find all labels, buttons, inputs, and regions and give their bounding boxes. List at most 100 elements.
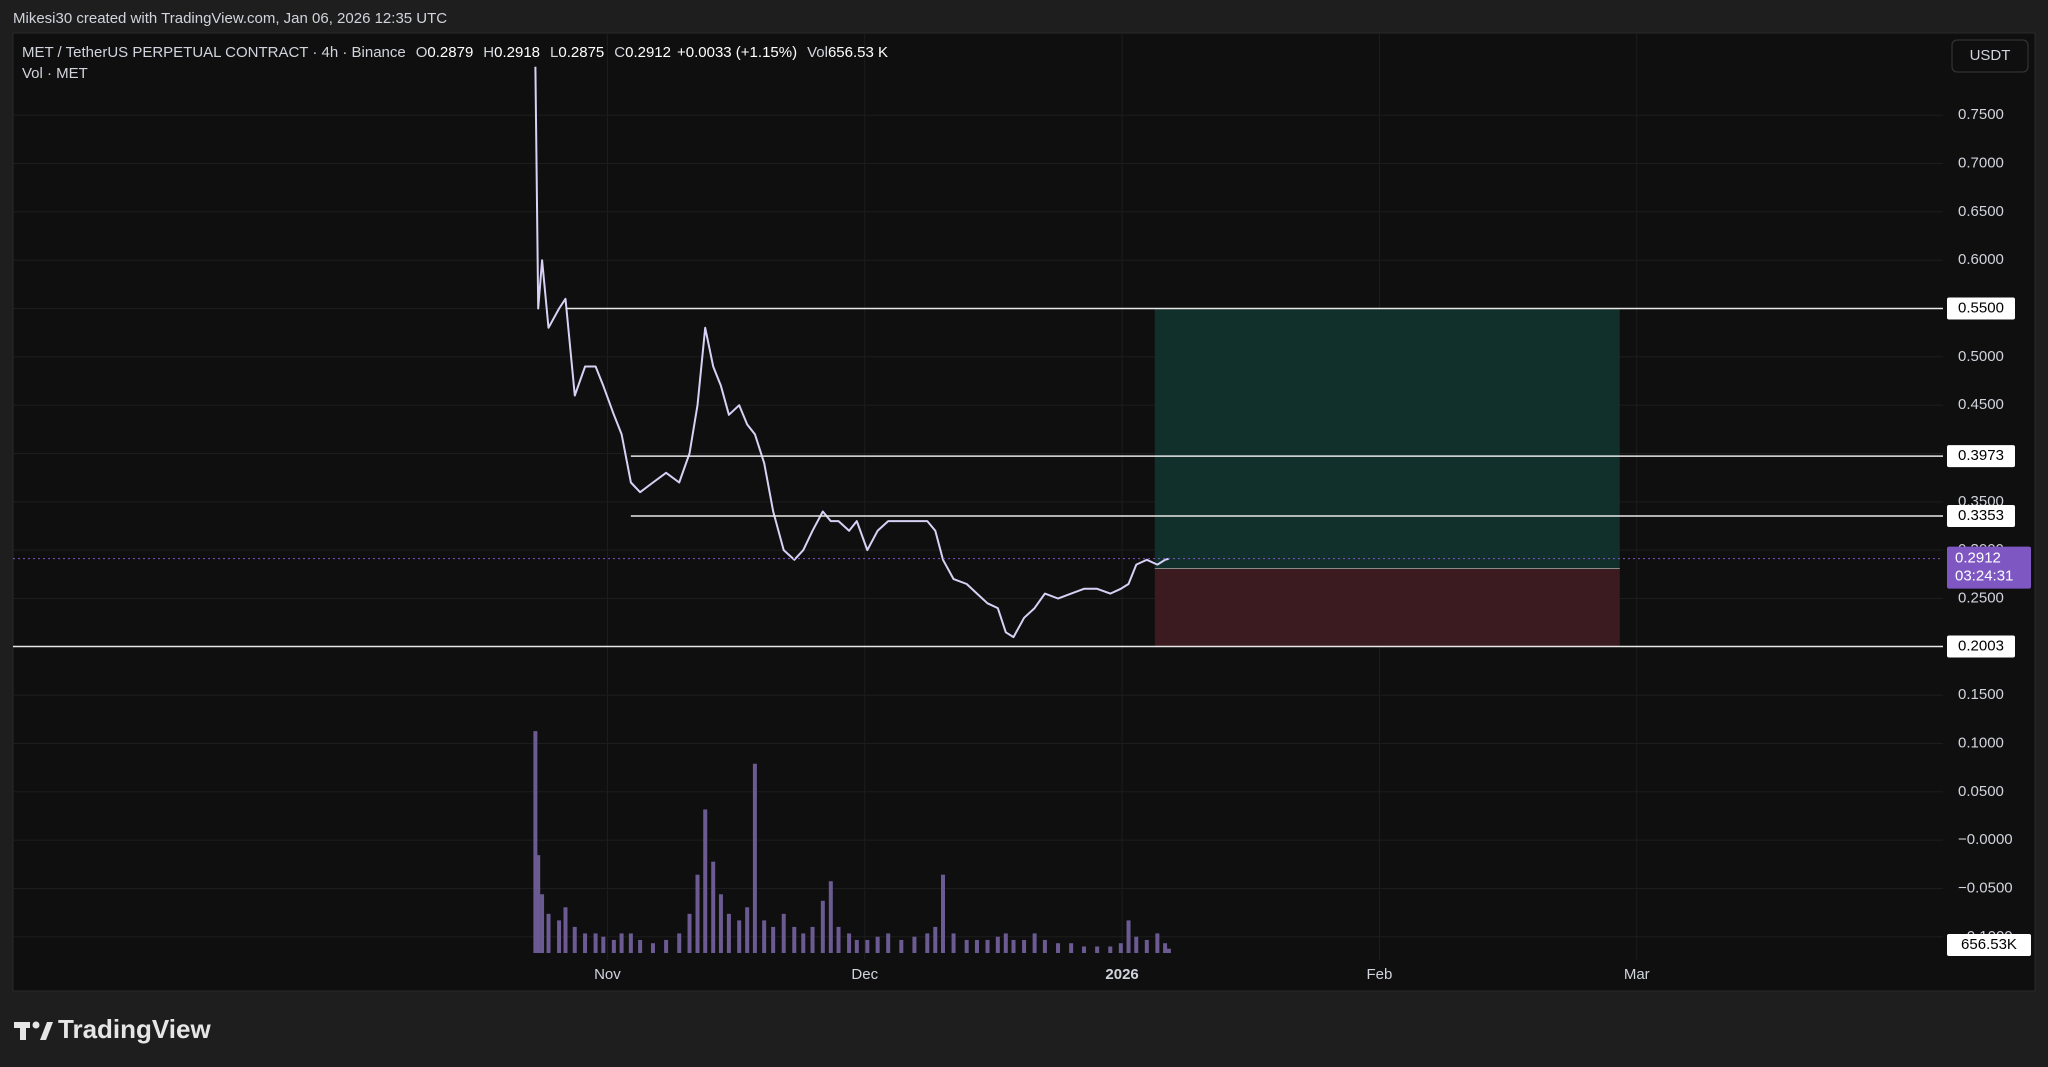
volume-bar xyxy=(745,907,750,953)
legend-item: L xyxy=(550,44,558,61)
volume-bar xyxy=(941,874,946,953)
volume-bar xyxy=(865,939,870,953)
volume-bar xyxy=(726,913,731,953)
volume-bar xyxy=(533,731,538,953)
volume-bar xyxy=(792,926,797,953)
plot xyxy=(533,66,1620,953)
legend-item: 0.2912 xyxy=(625,44,671,61)
volume-bar xyxy=(1032,933,1037,953)
countdown: 03:24:31 xyxy=(1955,568,2013,585)
level-badge xyxy=(1947,297,2015,320)
volume-bar xyxy=(752,763,757,953)
price-badge xyxy=(1947,546,2031,589)
volume-bar xyxy=(611,939,616,953)
volume-bar xyxy=(875,936,880,953)
level-badge xyxy=(1947,505,2015,528)
legend-item: 0.2918 xyxy=(494,44,540,61)
volume-bar xyxy=(687,913,692,953)
x-tick-label: Nov xyxy=(594,966,621,983)
legend-item: C xyxy=(614,44,625,61)
volume-bar xyxy=(638,939,643,953)
y-tick-label: 0.0500 xyxy=(1958,783,2004,800)
volume-bar xyxy=(925,933,930,953)
volume-bar xyxy=(557,920,562,953)
x-tick-label: 2026 xyxy=(1105,966,1138,983)
level-label: 0.2003 xyxy=(1958,637,2004,654)
currency-button xyxy=(1951,39,2029,73)
level-label: 0.5500 xyxy=(1958,299,2004,316)
volume-bar xyxy=(1155,933,1160,953)
currency: USDT xyxy=(1970,47,2011,64)
volume-bar xyxy=(771,926,776,953)
volume-bar xyxy=(886,933,891,953)
volume-bar xyxy=(847,933,852,953)
volume-bar xyxy=(933,926,938,953)
y-tick-label: 0.2500 xyxy=(1958,589,2004,606)
credit: Mikesi30 created with TradingView.com, J… xyxy=(13,10,447,27)
volume-bar xyxy=(540,894,545,953)
volume-bar xyxy=(1082,946,1087,953)
legend-item: 0.2879 xyxy=(427,44,473,61)
x-tick-label: Dec xyxy=(851,966,878,983)
volume-bar xyxy=(1163,943,1168,953)
legend-item: 0.2875 xyxy=(558,44,604,61)
volume-badge xyxy=(1947,934,2031,956)
volume-bar xyxy=(583,933,588,953)
volume-bar xyxy=(985,939,990,953)
volume-bar xyxy=(854,939,859,953)
y-tick-label: 0.6500 xyxy=(1958,203,2004,220)
volume-bar xyxy=(593,933,598,953)
volume-bar xyxy=(1166,948,1171,953)
price-line xyxy=(534,66,1170,639)
level-badge xyxy=(1947,635,2015,658)
level-label: 0.3973 xyxy=(1958,447,2004,464)
volume-bar xyxy=(664,939,669,953)
volume-bar xyxy=(711,861,716,953)
volume-bar xyxy=(737,920,742,953)
volume-bar xyxy=(810,926,815,953)
volume-bar xyxy=(1108,946,1113,953)
logo xyxy=(14,1021,53,1040)
volume-bar xyxy=(762,920,767,953)
y-tick-label: 0.1500 xyxy=(1958,686,2004,703)
y-tick-label: 0.6000 xyxy=(1958,251,2004,268)
volume-bar xyxy=(964,939,969,953)
chart-panel xyxy=(12,32,2036,992)
x-tick-label: Feb xyxy=(1367,966,1393,983)
brand: TradingView xyxy=(58,1014,211,1044)
volume-bar xyxy=(951,933,956,953)
volume-bar xyxy=(619,933,624,953)
y-tick-label: 0.1000 xyxy=(1958,734,2004,751)
volume-bar xyxy=(718,894,723,953)
legend: MET / TetherUS PERPETUAL CONTRACT · 4h ·… xyxy=(22,44,888,61)
y-tick-label: −0.0500 xyxy=(1958,879,2013,896)
loss-zone xyxy=(1154,568,1620,647)
legend-item: +0.0033 (+1.15%) xyxy=(677,44,797,61)
volume-bar xyxy=(1003,933,1008,953)
volume-bar xyxy=(899,939,904,953)
volume-bar xyxy=(1118,943,1123,953)
y-tick-label: 0.5000 xyxy=(1958,348,2004,365)
x-tick-label: Mar xyxy=(1624,966,1650,983)
volume-bar xyxy=(974,939,979,953)
y-tick-label: −0.0000 xyxy=(1958,831,2013,848)
profit-zone xyxy=(1154,308,1620,569)
volume-bar xyxy=(781,913,786,953)
volume-label: 656.53K xyxy=(1961,936,2017,953)
volume-bar xyxy=(836,926,841,953)
legend-item: MET / TetherUS PERPETUAL CONTRACT · 4h ·… xyxy=(22,44,406,61)
y-tick-label: 0.7500 xyxy=(1958,106,2004,123)
level-badge xyxy=(1947,445,2015,468)
volume-bar xyxy=(1144,939,1149,953)
volume-bar xyxy=(572,926,577,953)
volume-bar xyxy=(563,907,568,953)
volume-bar xyxy=(536,855,541,953)
volume-title: Vol · MET xyxy=(22,65,88,82)
volume-bar xyxy=(1042,939,1047,953)
volume-bar xyxy=(1134,936,1139,953)
y-tick-label: 0.7000 xyxy=(1958,154,2004,171)
volume-bar xyxy=(1069,943,1074,953)
volume-bar xyxy=(995,936,1000,953)
